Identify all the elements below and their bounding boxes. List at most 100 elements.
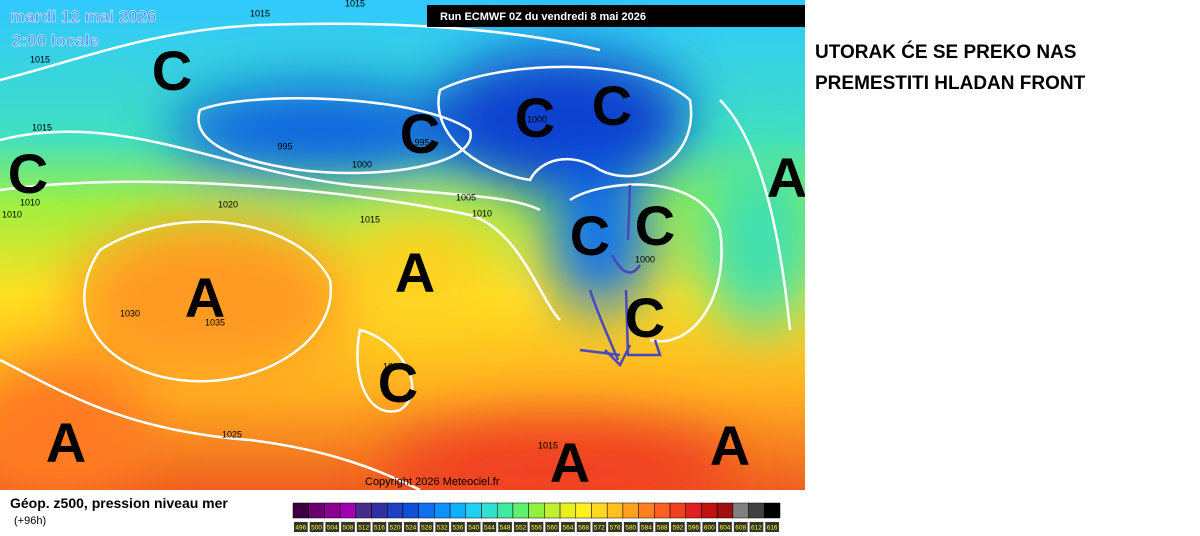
isobar-label: 1010 bbox=[472, 208, 492, 218]
isobar-label: 1015 bbox=[32, 122, 52, 132]
isobar-label: 1000 bbox=[352, 159, 372, 169]
color-swatch bbox=[732, 502, 749, 519]
colorbar-label: 544 bbox=[484, 525, 495, 532]
label-box bbox=[561, 522, 575, 532]
label-box bbox=[356, 522, 371, 532]
color-swatch bbox=[638, 502, 655, 519]
pressure-center: C bbox=[570, 204, 610, 267]
label-box bbox=[513, 522, 528, 532]
colorbar-label: 600 bbox=[704, 525, 715, 532]
label-box bbox=[733, 522, 748, 532]
color-swatch bbox=[559, 502, 577, 519]
color-swatch bbox=[324, 502, 341, 519]
colorbar-label: 580 bbox=[625, 525, 636, 532]
color-swatch bbox=[685, 502, 702, 519]
label-box bbox=[592, 522, 607, 532]
color-swatch bbox=[606, 502, 624, 519]
color-swatch bbox=[481, 502, 498, 519]
color-swatch bbox=[764, 502, 781, 519]
isobar-label: 1030 bbox=[120, 308, 140, 318]
colorbar-label: 560 bbox=[547, 525, 558, 532]
front-sketch bbox=[579, 184, 662, 368]
label-box bbox=[325, 522, 340, 532]
label-box bbox=[435, 522, 450, 532]
pressure-center: C bbox=[635, 194, 675, 257]
color-swatch bbox=[669, 502, 686, 519]
label-box bbox=[702, 522, 717, 532]
isobar-label: 1015 bbox=[538, 440, 558, 450]
label-box bbox=[482, 522, 497, 532]
color-swatch bbox=[371, 502, 388, 519]
pressure-center: A bbox=[767, 146, 807, 209]
color-swatch bbox=[465, 502, 482, 519]
isobar-label: 1025 bbox=[222, 429, 242, 439]
run-box bbox=[427, 5, 805, 27]
pressure-center: A bbox=[710, 414, 750, 477]
colorbar-label: 588 bbox=[657, 525, 668, 532]
colorbar-label: 616 bbox=[767, 525, 778, 532]
label-box bbox=[545, 522, 560, 532]
label-box bbox=[718, 522, 732, 532]
pressure-center: C bbox=[515, 86, 555, 149]
colorbar-label: 612 bbox=[751, 525, 762, 532]
label-box bbox=[655, 522, 670, 532]
isobar-label: 1035 bbox=[205, 317, 225, 327]
color-swatch bbox=[339, 502, 357, 519]
annotation-line: UTORAK ĆE SE PREKO NAS bbox=[815, 41, 1076, 63]
color-swatch bbox=[449, 502, 467, 519]
color-swatch bbox=[591, 502, 608, 519]
pressure-center: C bbox=[625, 286, 665, 349]
label-box bbox=[388, 522, 402, 532]
footer-title: Géop. z500, pression niveau mer bbox=[10, 495, 228, 511]
colorbar-label: 564 bbox=[562, 525, 573, 532]
color-swatch bbox=[292, 502, 309, 519]
color-swatch bbox=[434, 502, 451, 519]
colorbar-label: 576 bbox=[610, 525, 621, 532]
colorbar-label: 540 bbox=[468, 525, 479, 532]
pressure-center: A bbox=[395, 241, 435, 304]
isobar-label: 1015 bbox=[383, 361, 403, 371]
isobar-label: 1010 bbox=[2, 209, 22, 219]
colorbar-label: 568 bbox=[578, 525, 589, 532]
pressure-center: A bbox=[46, 411, 86, 474]
color-swatch bbox=[575, 502, 592, 519]
isobar-label: 1015 bbox=[250, 8, 270, 18]
label-box bbox=[623, 522, 638, 532]
pressure-center: A bbox=[550, 431, 590, 494]
pressure-center: C bbox=[152, 39, 192, 102]
label-box bbox=[765, 522, 779, 532]
isobar-label: 1000 bbox=[635, 254, 655, 264]
color-swatch bbox=[544, 502, 561, 519]
time: 2:00 locale bbox=[12, 31, 99, 50]
colorbar-label: 556 bbox=[531, 525, 542, 532]
annotation-line: PREMESTITI HLADAN FRONT bbox=[815, 73, 1086, 94]
color-swatch bbox=[496, 502, 514, 519]
field bbox=[0, 50, 805, 490]
colorbar-label: 528 bbox=[421, 525, 432, 532]
colorbar-label: 524 bbox=[405, 525, 416, 532]
color-swatch bbox=[418, 502, 435, 519]
footer-lead: (+96h) bbox=[14, 515, 46, 527]
label-box bbox=[529, 522, 544, 532]
color-swatch bbox=[387, 502, 404, 519]
color-swatch bbox=[512, 502, 529, 519]
pressure-center: C bbox=[8, 142, 48, 205]
isobar-label: 1000 bbox=[527, 114, 547, 124]
run-label: Run ECMWF 0Z du vendredi 8 mai 2026 bbox=[440, 11, 646, 23]
isobar-label: 1015 bbox=[360, 214, 380, 224]
color-swatch bbox=[622, 502, 639, 519]
pressure-center: A bbox=[185, 266, 225, 329]
colorbar-label: 608 bbox=[735, 525, 746, 532]
color-swatch bbox=[402, 502, 419, 519]
label-box bbox=[341, 522, 355, 532]
colorbar-label: 552 bbox=[515, 525, 526, 532]
color-swatch bbox=[748, 502, 765, 519]
isobar-label: 995 bbox=[414, 137, 429, 147]
label-box bbox=[671, 522, 685, 532]
isobar-label: 1020 bbox=[218, 199, 238, 209]
label-box bbox=[576, 522, 591, 532]
pressure-center: C bbox=[592, 74, 632, 137]
pressure-center: C bbox=[378, 351, 418, 414]
